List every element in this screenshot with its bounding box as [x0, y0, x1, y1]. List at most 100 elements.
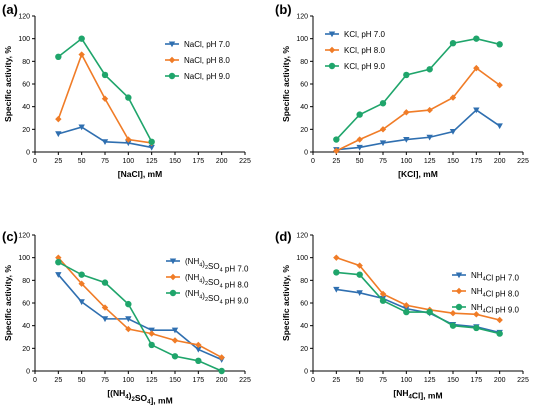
- data-point: [55, 259, 62, 266]
- data-point: [218, 367, 225, 375]
- x-tick-label: 0: [311, 377, 315, 384]
- data-point: [379, 140, 387, 147]
- data-point: [496, 330, 503, 337]
- x-tick-label: 125: [424, 158, 436, 165]
- data-point: [473, 64, 480, 72]
- series-orange: [55, 51, 155, 147]
- data-point: [78, 271, 85, 278]
- series-line: [335, 67, 501, 152]
- series-line: [336, 256, 500, 321]
- data-point: [496, 316, 503, 324]
- x-tick-label: 100: [400, 158, 412, 165]
- legend-item: (NH4)2SO4 pH 9.0: [166, 289, 249, 306]
- y-tick-label: 20: [300, 346, 308, 353]
- x-axis-label: [NaCl], mM: [118, 169, 162, 179]
- data-point: [101, 71, 109, 79]
- data-point: [356, 271, 363, 278]
- legend-item: KCl, pH 7.0: [325, 30, 385, 39]
- legend-item: NaCl, pH 9.0: [165, 72, 230, 81]
- y-axis-label: Specific activity, %: [281, 46, 291, 122]
- x-tick-label: 150: [447, 377, 459, 384]
- data-point: [449, 322, 457, 329]
- y-tick-label: 100: [18, 36, 30, 43]
- data-point: [101, 279, 109, 286]
- legend-marker: [328, 62, 336, 70]
- x-tick-label: 200: [216, 158, 228, 165]
- data-point: [101, 316, 109, 323]
- series-blue: [55, 124, 155, 151]
- x-tick-label: 50: [78, 158, 86, 165]
- legend-label: NH4Cl pH 9.0: [471, 303, 520, 315]
- data-point: [55, 53, 62, 60]
- series-line: [336, 288, 500, 334]
- legend-item: KCl, pH 8.0: [325, 46, 385, 55]
- y-tick-label: 60: [22, 301, 30, 308]
- y-tick-label: 80: [22, 59, 30, 66]
- data-point: [496, 123, 503, 130]
- legend-item: NH4Cl pH 8.0: [452, 287, 520, 299]
- series-orange: [333, 254, 503, 324]
- x-tick-label: 200: [494, 377, 506, 384]
- legend-marker: [169, 289, 177, 297]
- series-blue: [333, 107, 503, 153]
- y-tick-label: 60: [300, 82, 308, 89]
- y-tick-label: 0: [26, 150, 30, 157]
- data-point: [78, 51, 85, 58]
- data-point: [78, 299, 85, 306]
- x-tick-label: 0: [311, 158, 315, 165]
- data-point: [148, 330, 155, 337]
- legend-marker: [328, 31, 336, 38]
- y-axis-label: Specific activity, %: [3, 265, 13, 341]
- x-tick-label: 100: [122, 377, 134, 384]
- data-point: [449, 129, 457, 135]
- x-tick-label: 50: [356, 377, 364, 384]
- legend-label: NaCl, pH 8.0: [184, 56, 230, 65]
- data-point: [125, 136, 132, 143]
- x-tick-label: 75: [101, 158, 109, 165]
- data-point: [125, 325, 132, 333]
- data-point: [195, 346, 202, 353]
- data-point: [473, 107, 480, 114]
- data-point: [496, 41, 503, 48]
- x-tick-label: 125: [424, 377, 436, 384]
- data-point: [125, 140, 132, 147]
- x-axis-label: [KCl], mM: [398, 169, 438, 179]
- data-point: [449, 40, 457, 47]
- y-tick-label: 80: [300, 278, 308, 285]
- y-tick-label: 20: [22, 346, 30, 353]
- data-point: [426, 66, 433, 73]
- legend-label: (NH4)2SO4 pH 9.0: [185, 289, 249, 306]
- x-tick-label: 125: [146, 377, 158, 384]
- data-point: [356, 144, 363, 151]
- x-tick-label: 50: [78, 377, 86, 384]
- data-point: [379, 290, 387, 298]
- series-line: [335, 37, 500, 141]
- x-tick-label: 150: [169, 377, 181, 384]
- x-tick-label: 100: [400, 377, 412, 384]
- data-point: [403, 109, 410, 116]
- y-tick-label: 120: [18, 233, 30, 240]
- data-point: [426, 134, 433, 141]
- data-point: [55, 131, 62, 138]
- x-axis-label: [NH4Cl], mM: [393, 388, 442, 401]
- y-tick-label: 0: [304, 150, 308, 157]
- data-point: [218, 354, 225, 361]
- y-tick-label: 120: [296, 14, 308, 21]
- legend-item: NH4Cl pH 9.0: [452, 303, 520, 315]
- series-orange: [55, 254, 225, 361]
- x-tick-label: 150: [447, 158, 459, 165]
- y-tick-label: 100: [18, 255, 30, 262]
- data-point: [356, 290, 363, 296]
- chart-panel-1: (a) 0 20 40 60 80 100 120 0 25 50 75 100 125 150 175 200…: [2, 2, 251, 179]
- data-point: [148, 144, 155, 151]
- series-green: [55, 35, 155, 145]
- data-point: [55, 272, 62, 278]
- legend-marker: [455, 287, 463, 295]
- y-axis-label: Specific activity, %: [281, 265, 291, 341]
- x-tick-label: 175: [192, 377, 204, 384]
- y-tick-label: 60: [300, 301, 308, 308]
- data-point: [148, 341, 155, 349]
- y-tick-label: 40: [22, 323, 30, 330]
- data-point: [356, 262, 363, 269]
- chart-panel-3: (c) 0 20 40 60 80 100 120 0 25 50 75 100 125 150 175 200…: [2, 229, 251, 406]
